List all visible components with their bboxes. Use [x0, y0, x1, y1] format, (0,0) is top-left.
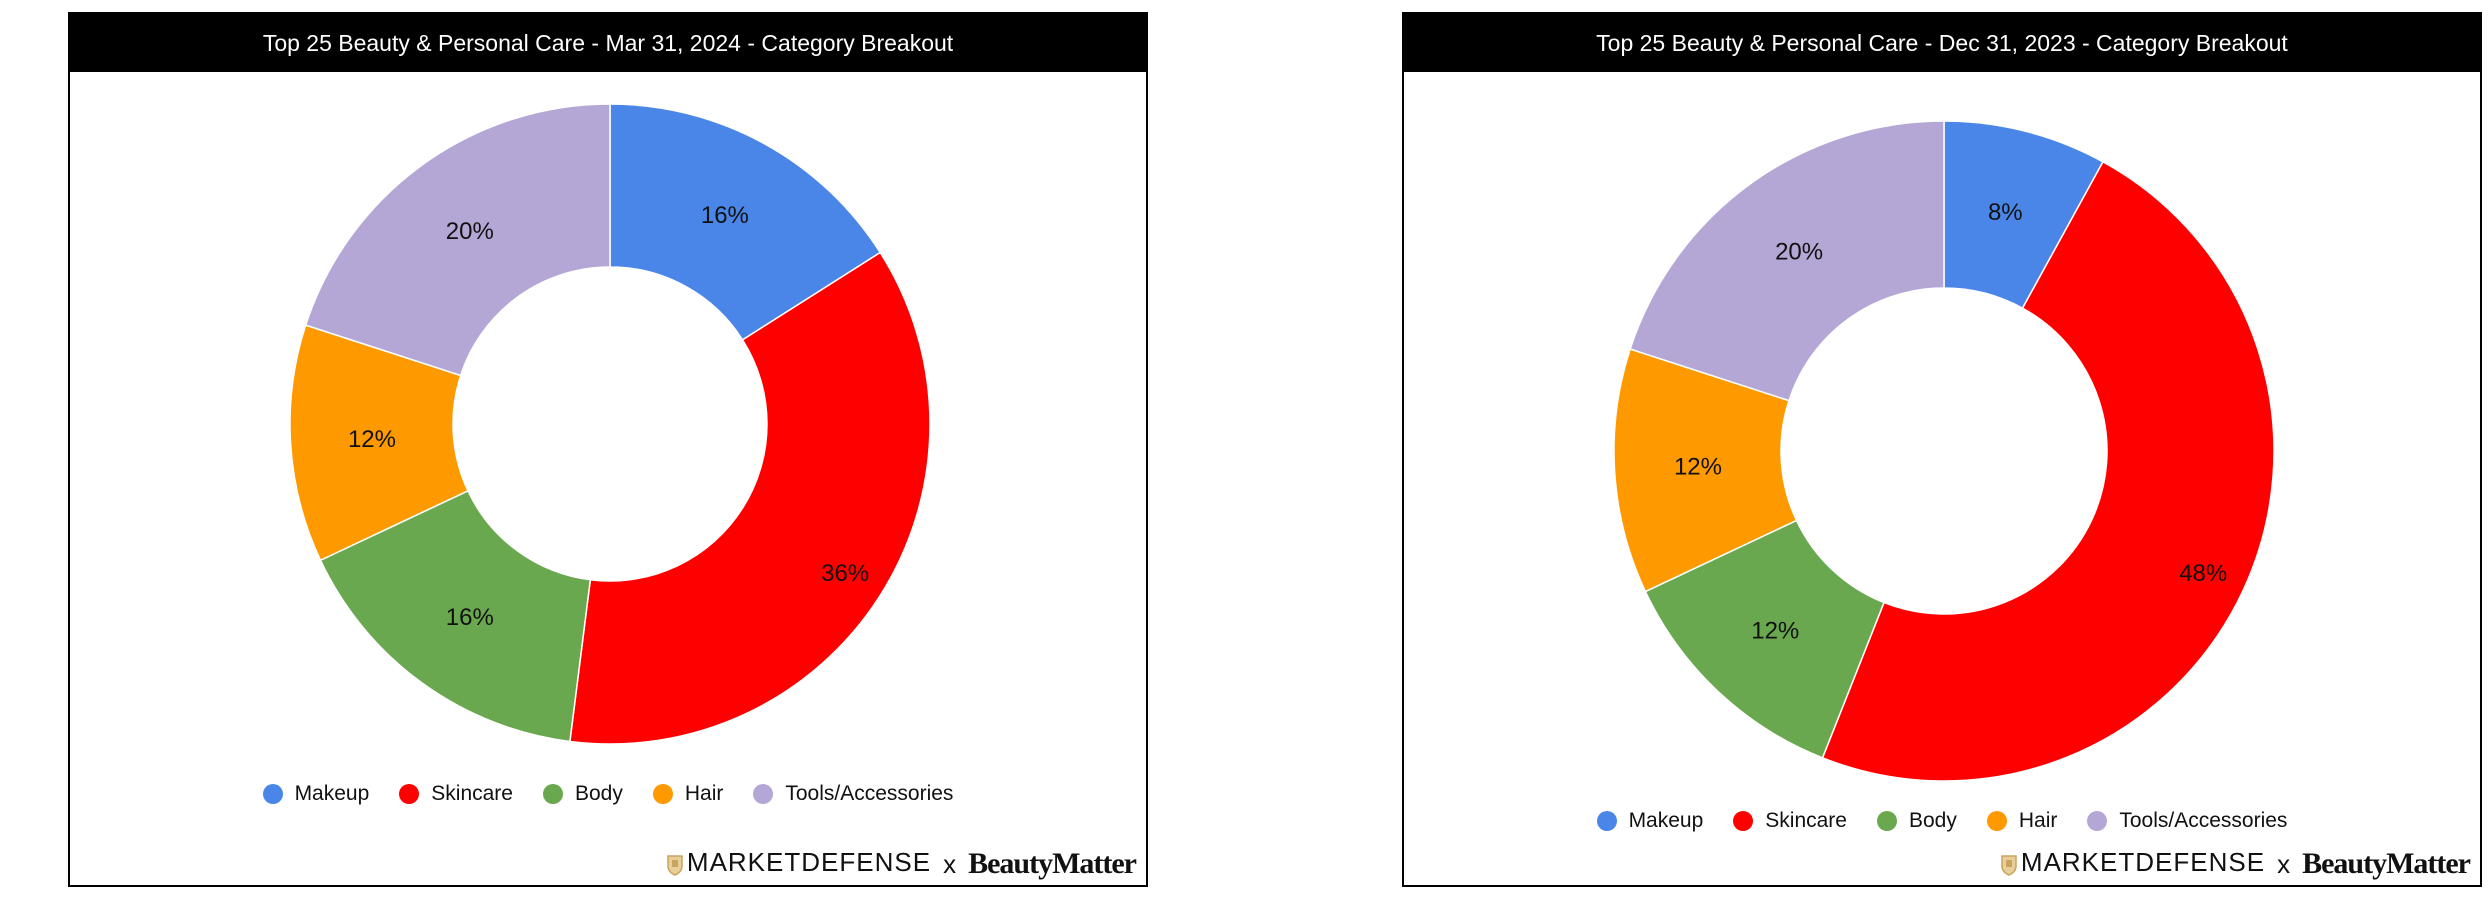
chart-panel-mar-2024: Top 25 Beauty & Personal Care - Mar 31, …	[68, 12, 1148, 887]
brand-footer: MARKETDEFENSE x BeautyMatter	[2001, 846, 2471, 882]
slice-label: 20%	[1775, 239, 1823, 266]
legend-label: Tools/Accessories	[2119, 809, 2288, 832]
slice-label: 16%	[701, 202, 749, 229]
legend-label: Makeup	[294, 782, 370, 805]
donut-slice-tools-accessories	[304, 103, 611, 377]
donut-chart: 8% 48% 12% 12% 20%	[1613, 120, 2275, 782]
legend-label: Makeup	[1628, 809, 1704, 832]
legend-label: Body	[574, 782, 623, 805]
legend-label: Hair	[684, 782, 724, 805]
legend-label: Body	[1908, 809, 1957, 832]
slice-label: 12%	[1751, 618, 1799, 645]
slice-label: 48%	[2179, 560, 2227, 587]
chart-panel-dec-2023: Top 25 Beauty & Personal Care - Dec 31, …	[1402, 12, 2482, 887]
brand-marketdefense: MARKETDEFENSE	[686, 846, 932, 877]
chart-legend: Makeup Skincare Body Hair Tools/Accessor…	[1404, 809, 2480, 833]
legend-item-body: Body	[542, 782, 623, 806]
donut-slice-hair	[1613, 348, 1798, 593]
legend-swatch-hair	[1986, 811, 2007, 831]
legend-label: Skincare	[1765, 809, 1847, 832]
legend-swatch-body	[542, 784, 563, 804]
legend-label: Skincare	[431, 782, 513, 805]
donut-slice-makeup	[609, 103, 882, 341]
slice-label: 16%	[446, 604, 494, 631]
donut-slice-hair	[289, 324, 469, 562]
brand-beautymatter: BeautyMatter	[2302, 847, 2471, 880]
brand-separator: x	[943, 849, 957, 879]
legend-swatch-skincare	[1733, 811, 1754, 831]
chart-title: Top 25 Beauty & Personal Care - Mar 31, …	[70, 14, 1146, 72]
slice-label: 36%	[821, 560, 869, 587]
donut-slice-skincare	[569, 251, 931, 745]
slice-label: 12%	[348, 426, 396, 453]
legend-label: Hair	[2018, 809, 2058, 832]
legend-swatch-makeup	[262, 784, 283, 804]
legend-item-tools-accessories: Tools/Accessories	[753, 782, 953, 806]
legend-swatch-tools-accessories	[2087, 811, 2108, 831]
brand-beautymatter: BeautyMatter	[968, 847, 1137, 880]
legend-swatch-body	[1876, 811, 1897, 831]
legend-item-skincare: Skincare	[1733, 809, 1847, 833]
legend-item-skincare: Skincare	[399, 782, 513, 806]
legend-item-makeup: Makeup	[262, 782, 370, 806]
legend-swatch-tools-accessories	[753, 784, 774, 804]
donut-slice-skincare	[1821, 160, 2275, 782]
legend-swatch-makeup	[1596, 811, 1617, 831]
slice-label: 20%	[446, 218, 494, 245]
legend-item-hair: Hair	[1986, 809, 2058, 833]
brand-marketdefense: MARKETDEFENSE	[2020, 846, 2266, 877]
slice-label: 8%	[1988, 199, 2023, 226]
legend-swatch-hair	[652, 784, 673, 804]
legend-label: Tools/Accessories	[785, 782, 954, 805]
legend-item-hair: Hair	[652, 782, 724, 806]
donut-slice-body	[1644, 519, 1885, 759]
donut-slice-tools-accessories	[1629, 120, 1945, 402]
donut-slice-body	[319, 489, 592, 743]
legend-item-tools-accessories: Tools/Accessories	[2087, 809, 2287, 833]
brand-footer: MARKETDEFENSE x BeautyMatter	[667, 846, 1137, 882]
legend-item-body: Body	[1876, 809, 1957, 833]
slice-label: 12%	[1674, 453, 1722, 480]
chart-legend: Makeup Skincare Body Hair Tools/Accessor…	[70, 782, 1146, 806]
shield-logo-icon	[667, 855, 683, 876]
brand-separator: x	[2277, 849, 2291, 879]
donut-chart: 16% 36% 16% 12% 20%	[289, 103, 931, 745]
chart-title: Top 25 Beauty & Personal Care - Dec 31, …	[1404, 14, 2480, 72]
shield-logo-icon	[2001, 855, 2017, 876]
legend-swatch-skincare	[399, 784, 420, 804]
legend-item-makeup: Makeup	[1596, 809, 1704, 833]
